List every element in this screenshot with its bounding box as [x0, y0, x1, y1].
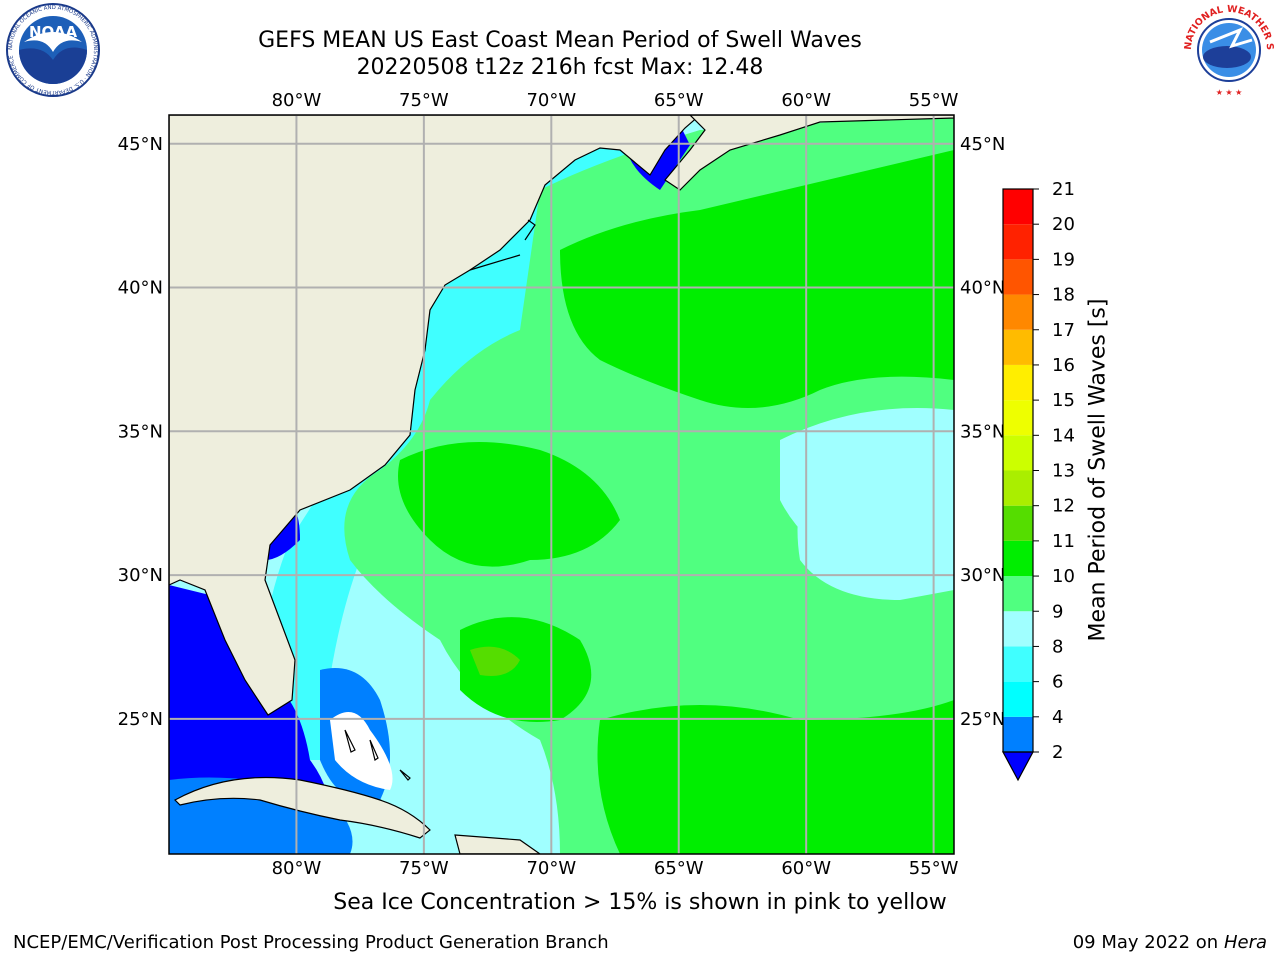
map-title-line2: 20220508 t12z 216h fcst Max: 12.48 [356, 55, 764, 80]
colorbar-tick-label: 16 [1052, 355, 1075, 376]
lon-label-bottom: 60°W [781, 858, 831, 879]
colorbar-segment [1003, 576, 1033, 612]
noaa-logo-text: NOAA [29, 23, 78, 41]
lon-label-top: 55°W [909, 90, 959, 111]
footer-date: 09 May 2022 on Hera [1073, 932, 1267, 953]
swell-patch-11s-central [398, 442, 620, 567]
lat-label-left: 25°N [118, 709, 163, 730]
lat-label-right: 25°N [960, 709, 1005, 730]
lon-label-top: 60°W [781, 90, 831, 111]
swell-patch-11s-north [560, 150, 954, 408]
lat-label-right: 40°N [960, 278, 1005, 299]
lon-label-top: 65°W [654, 90, 704, 111]
footer-date-text: 09 May 2022 on [1072, 932, 1219, 953]
colorbar-segment [1003, 329, 1033, 365]
nova-scotia-land [664, 115, 954, 191]
footer-host: Hera [1223, 932, 1267, 953]
colorbar-segment [1003, 400, 1033, 436]
hispaniola-land [454, 834, 542, 854]
colorbar-tick-label: 21 [1052, 179, 1075, 200]
colorbar-tick-label: 17 [1052, 320, 1075, 341]
colorbar-segment [1003, 646, 1033, 682]
lat-label-right: 45°N [960, 134, 1005, 155]
lon-label-top: 70°W [526, 90, 576, 111]
map-title-line1: GEFS MEAN US East Coast Mean Period of S… [258, 28, 862, 53]
map-frame [168, 114, 955, 855]
swell-patch-11s-southeast [597, 700, 954, 854]
noaa-logo: NOAA NATIONAL OCEANIC AND ATMOSPHERIC AD… [6, 3, 100, 97]
lat-label-left: 40°N [118, 278, 163, 299]
colorbar-segment [1003, 681, 1033, 717]
map-gridlines [169, 115, 954, 854]
colorbar-tick-label: 8 [1052, 636, 1063, 657]
colorbar-tick-label: 19 [1052, 249, 1075, 270]
colorbar-label: Mean Period of Swell Waves [s] [1085, 298, 1111, 642]
colorbar-tick-label: 13 [1052, 461, 1075, 482]
colorbar-segment [1003, 505, 1033, 541]
coastline-details [469, 219, 536, 271]
sea-ice-note: Sea Ice Concentration > 15% is shown in … [333, 890, 947, 915]
colorbar: 21 20 19 18 17 16 15 14 13 12 11 10 9 8 6 4 2 [1001, 179, 1075, 782]
swell-patch-12s [470, 646, 520, 676]
us-east-coast-land [169, 115, 701, 716]
colorbar-tick-label: 20 [1052, 214, 1075, 235]
colorbar-segment [1003, 435, 1033, 471]
nws-logo: NATIONAL WEATHER SERVICE ★ ★ ★ [1180, 2, 1275, 97]
footer-credit: NCEP/EMC/Verification Post Processing Pr… [13, 932, 609, 953]
swell-patch-11s-south [460, 617, 592, 722]
colorbar-tick-label: 6 [1052, 672, 1063, 693]
colorbar-segment [1003, 716, 1033, 752]
colorbar-segment [1003, 364, 1033, 401]
colorbar-extend-triangle [1001, 751, 1035, 782]
colorbar-segment [1003, 259, 1033, 295]
lon-label-bottom: 75°W [399, 858, 449, 879]
colorbar-tick-label: 18 [1052, 285, 1075, 306]
colorbar-tick-label: 2 [1052, 742, 1063, 763]
swell-patch-9s-east [780, 408, 954, 584]
colorbar-segment [1003, 470, 1033, 506]
colorbar-tick-label: 12 [1052, 496, 1075, 517]
svg-text:★ ★ ★: ★ ★ ★ [1216, 88, 1243, 97]
colorbar-segment [1003, 224, 1033, 260]
cuba-land [174, 776, 431, 839]
lon-label-bottom: 70°W [526, 858, 576, 879]
lat-label-left: 35°N [118, 421, 163, 442]
lon-label-bottom: 55°W [909, 858, 959, 879]
colorbar-tick-label: 10 [1052, 566, 1075, 587]
colorbar-segment [1003, 611, 1033, 647]
lon-label-bottom: 65°W [654, 858, 704, 879]
lat-label-right: 35°N [960, 421, 1005, 442]
colorbar-segment [1003, 294, 1033, 330]
colorbar-tick-label: 4 [1052, 707, 1063, 728]
lon-label-top: 80°W [272, 90, 322, 111]
lat-label-left: 45°N [118, 134, 163, 155]
colorbar-segment [1003, 189, 1033, 225]
colorbar-segment [1003, 540, 1033, 577]
colorbar-tick-label: 15 [1052, 390, 1075, 411]
colorbar-tick-label: 14 [1052, 425, 1075, 446]
bahamas-islands [344, 729, 411, 781]
lat-label-right: 30°N [960, 565, 1005, 586]
colorbar-tick-label: 9 [1052, 601, 1063, 622]
lon-label-bottom: 80°W [272, 858, 322, 879]
lon-label-top: 75°W [399, 90, 449, 111]
colorbar-tick-label: 11 [1052, 531, 1075, 552]
lat-label-left: 30°N [118, 565, 163, 586]
